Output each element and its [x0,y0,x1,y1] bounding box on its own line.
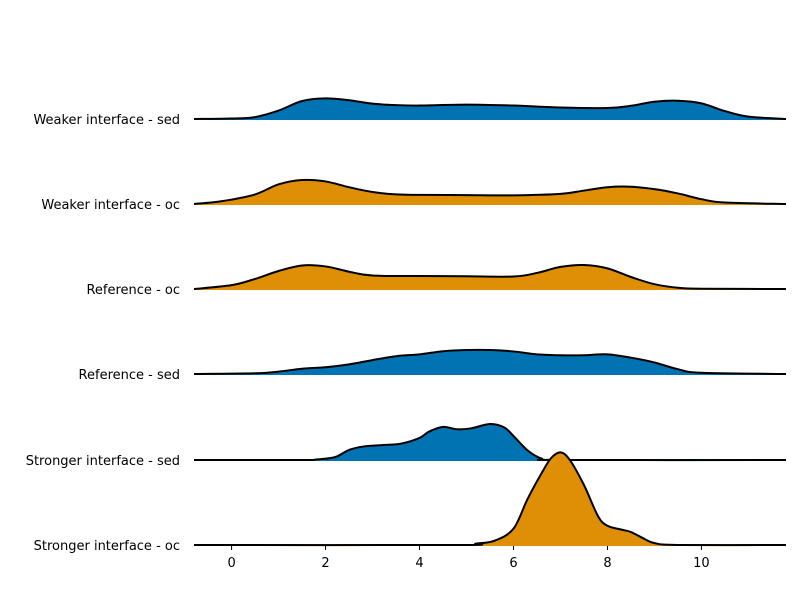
ridge-area [194,423,786,461]
ridge-label: Reference - sed [79,368,180,383]
ridge-area [194,452,786,546]
x-tick-label: 4 [415,556,423,571]
ridge-outline [193,451,787,547]
ridge-label: Stronger interface - oc [34,539,180,554]
ridge-outline [193,178,787,205]
ridge-weaker-interface-oc [193,178,787,205]
ridge-area [194,349,786,374]
ridge-reference-sed [193,348,787,375]
ridge-area [194,98,786,119]
ridge-stronger-interface-sed [193,422,787,462]
ridge-label: Weaker interface - sed [33,113,180,128]
x-tick-label: 8 [603,556,611,571]
ridge-weaker-interface-sed [193,97,787,120]
ridge-label: Reference - oc [86,283,180,298]
ridges-layer [193,97,787,547]
x-axis: 0 2 4 6 8 10 [227,546,710,571]
ridge-label: Weaker interface - oc [41,198,180,213]
ridge-outline [193,263,787,290]
ridge-labels: Weaker interface - sed Weaker interface -… [26,113,180,554]
ridge-reference-oc [193,263,787,290]
ridge-outline [193,97,787,120]
ridge-outline [193,348,787,375]
x-tick-label: 2 [321,556,329,571]
ridge-label: Stronger interface - sed [26,454,180,469]
x-tick-label: 10 [693,556,710,571]
ridge-stronger-interface-oc [193,451,787,547]
x-tick-label: 6 [509,556,517,571]
x-tick-label: 0 [227,556,235,571]
ridge-outline [193,422,787,462]
